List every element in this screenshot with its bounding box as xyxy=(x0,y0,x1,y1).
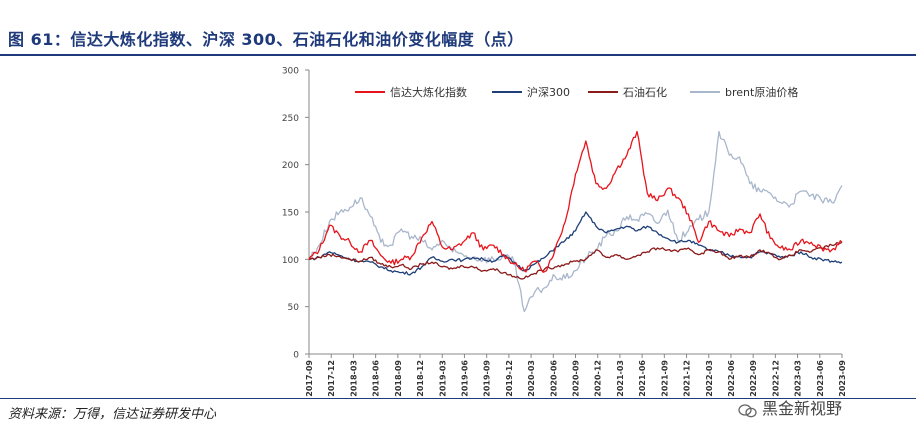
source-note: 资料来源：万得，信达证券研发中心 xyxy=(8,407,217,422)
legend-label: 沪深300 xyxy=(527,85,570,99)
x-tick-label: 2020-06 xyxy=(549,360,558,397)
y-tick-label: 100 xyxy=(282,256,299,266)
x-tick-label: 2022-09 xyxy=(749,360,758,397)
chart-legend: 信达大炼化指数 沪深300 石油石化 brent原油价格 xyxy=(355,85,798,99)
x-tick-label: 2020-12 xyxy=(594,360,603,397)
x-tick-label: 2019-12 xyxy=(505,360,514,397)
series-line-3 xyxy=(308,130,843,313)
x-tick-label: 2017-09 xyxy=(305,360,314,397)
brand-watermark: 黑金新视野 xyxy=(738,395,842,419)
x-tick-label: 2023-03 xyxy=(794,360,803,397)
y-tick-label: 50 xyxy=(288,303,300,313)
x-tick-label: 2021-06 xyxy=(638,360,647,397)
x-tick-label: 2023-09 xyxy=(838,360,847,397)
y-tick-label: 150 xyxy=(282,209,299,219)
x-tick-label: 2022-06 xyxy=(727,360,736,397)
chart-axes: 0 50 100 150 200 250 300 2017-09 2017-12 2018-03 2… xyxy=(282,67,847,397)
chart: 0 50 100 150 200 250 300 2017-09 2017-12 2018-03 2… xyxy=(282,67,847,397)
x-tick-label: 2018-12 xyxy=(416,360,425,397)
series-line-0 xyxy=(308,130,843,273)
y-tick-label: 250 xyxy=(282,114,299,124)
x-tick-label: 2017-12 xyxy=(327,360,336,397)
x-tick-label: 2019-03 xyxy=(438,360,447,397)
brand-text: 黑金新视野 xyxy=(762,399,843,418)
y-tick-label: 0 xyxy=(293,351,299,361)
series-line-2 xyxy=(308,241,843,280)
series-line-1 xyxy=(308,211,843,276)
figure-title: 图 61：信达大炼化指数、沪深 300、石油石化和油价变化幅度（点） xyxy=(8,30,524,49)
x-tick-label: 2021-09 xyxy=(660,360,669,397)
y-tick-label: 300 xyxy=(282,67,299,77)
x-tick-label: 2019-06 xyxy=(460,360,469,397)
x-tick-label: 2018-03 xyxy=(349,360,358,397)
source-divider xyxy=(0,398,916,399)
wechat-icon xyxy=(738,403,758,417)
x-tick-label: 2020-03 xyxy=(527,360,536,397)
legend-label: 石油石化 xyxy=(623,85,667,99)
x-tick-label: 2018-06 xyxy=(372,360,381,397)
x-tick-label: 2022-03 xyxy=(705,360,714,397)
y-tick-label: 200 xyxy=(282,161,299,171)
chart-series xyxy=(308,130,843,313)
x-tick-label: 2021-03 xyxy=(616,360,625,397)
title-divider xyxy=(0,54,916,56)
x-tick-label: 2020-09 xyxy=(572,360,581,397)
x-tick-label: 2022-12 xyxy=(771,360,780,397)
x-tick-label: 2019-09 xyxy=(483,360,492,397)
x-tick-label: 2021-12 xyxy=(683,360,692,397)
x-tick-label: 2018-09 xyxy=(394,360,403,397)
legend-label: brent原油价格 xyxy=(725,85,798,99)
legend-label: 信达大炼化指数 xyxy=(390,85,467,99)
x-tick-label: 2023-06 xyxy=(816,360,825,397)
